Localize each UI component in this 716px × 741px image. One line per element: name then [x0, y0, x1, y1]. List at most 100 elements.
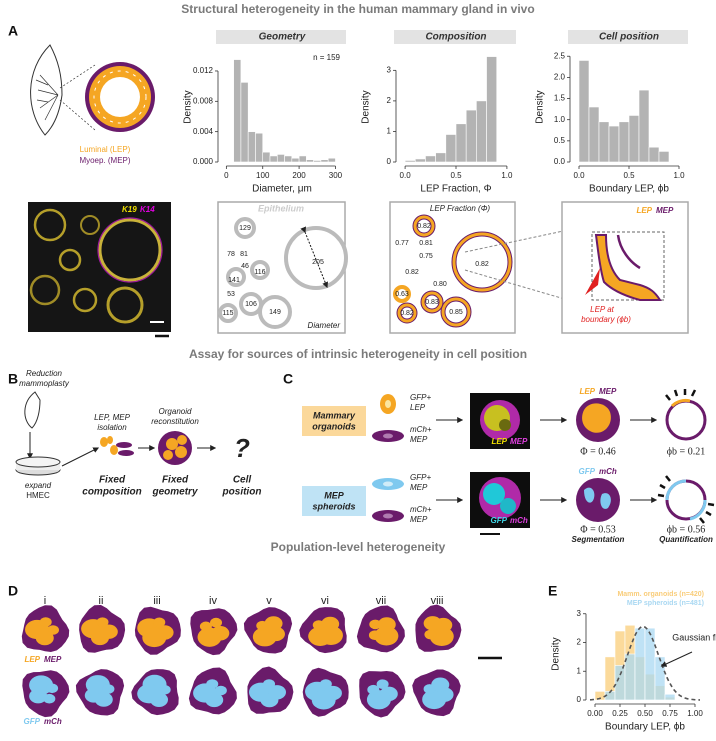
- cell-patch: [153, 617, 166, 628]
- column-label: iii: [153, 595, 160, 607]
- histogram-bar: [276, 154, 285, 163]
- x-tick-label: 0.00: [587, 709, 603, 718]
- histogram-bar: [578, 60, 590, 163]
- assay-rows-part: [385, 400, 391, 408]
- histogram-bar: [414, 158, 426, 163]
- position-image-part: [585, 268, 600, 295]
- diameter-label: 53: [227, 291, 235, 298]
- epithelium-image-part: [239, 292, 263, 316]
- assay-rows: [302, 389, 715, 535]
- image-title: LEP Fraction (Φ): [430, 204, 491, 213]
- diameter-label: 106: [245, 301, 257, 308]
- composition-image-part: [397, 303, 417, 323]
- fraction-label: 0.82: [417, 223, 431, 230]
- cell-patch: [197, 627, 222, 647]
- composition-image: [389, 201, 569, 334]
- composition-image-part: [421, 291, 443, 313]
- y-tick-label: 1: [577, 666, 582, 675]
- histogram-bar: [614, 665, 626, 701]
- reconstitution-text: reconstitution: [151, 417, 199, 426]
- channel-label: GFP: [579, 467, 596, 476]
- histogram-bar: [476, 100, 487, 163]
- histogram-bar: [658, 151, 670, 163]
- channel-label: LEP: [579, 387, 595, 396]
- outcome-text: position: [222, 487, 262, 498]
- cell-label: mCh+: [410, 505, 432, 514]
- cell-label: GFP+: [410, 393, 431, 402]
- epithelium-image-part: [250, 260, 270, 280]
- panel-label: E: [548, 583, 557, 599]
- cell-patch: [264, 616, 283, 631]
- micrograph-part: [106, 286, 144, 324]
- section-title: Structural heterogeneity in the human ma…: [181, 2, 534, 16]
- cell-patch: [158, 684, 171, 695]
- fraction-label: 0.82: [400, 310, 414, 317]
- y-tick-label: 0: [387, 157, 392, 166]
- x-tick-label: 100: [256, 171, 270, 180]
- position-image-part: [591, 231, 665, 301]
- assay-rows-part: [483, 483, 505, 505]
- cell-patch: [199, 621, 212, 632]
- fraction-label: 0.82: [475, 261, 489, 268]
- legend-myoep: Myoep. (MEP): [79, 156, 130, 165]
- composition-image-part: [452, 232, 512, 292]
- isolation-text: LEP, MEP: [94, 413, 131, 422]
- fraction-label: 0.81: [419, 240, 433, 247]
- channel-label: GFP: [491, 516, 508, 525]
- x-tick-label: 0.5: [623, 171, 635, 180]
- panel-label: C: [283, 371, 293, 387]
- assay-schematic-part: [166, 438, 178, 450]
- row-name: organoids: [312, 421, 356, 431]
- position-value: ϕb = 0.21: [667, 446, 705, 457]
- chart-header-box: [216, 30, 346, 44]
- histogram-bar: [445, 134, 457, 163]
- legend-entry: Mamm. organoids (n=420): [617, 591, 704, 598]
- channel-label: MEP: [599, 387, 617, 396]
- column-label: viii: [431, 595, 444, 607]
- assay-rows-part: [582, 403, 611, 433]
- micrograph-part: [33, 208, 67, 242]
- chart-note: n = 159: [313, 53, 340, 62]
- cell-patch: [422, 689, 447, 710]
- micrograph-part: [98, 218, 162, 282]
- x-axis-label: Diameter, μm: [252, 184, 312, 195]
- panel-label: A: [8, 23, 18, 39]
- column-label: i: [44, 595, 46, 607]
- cell-patch: [99, 624, 118, 639]
- cell-label: MEP: [410, 435, 428, 444]
- fraction-label: 0.77: [395, 240, 409, 247]
- histogram-bar: [608, 125, 620, 163]
- cell-patch: [206, 679, 219, 689]
- cell-patch: [94, 692, 113, 707]
- epithelium-image-part: [218, 303, 238, 323]
- y-tick-label: 2.0: [554, 72, 566, 81]
- gland-schematic-part: [35, 74, 59, 121]
- y-axis-label: Density: [183, 90, 194, 123]
- cell-label: MEP: [410, 483, 428, 492]
- assay-rows-part: [499, 419, 511, 431]
- y-axis-label: Density: [535, 90, 546, 123]
- channel-label: mCh: [599, 467, 617, 476]
- histogram-bar: [638, 89, 650, 163]
- gland-schematic: [30, 44, 155, 136]
- micrograph-part: [80, 215, 100, 235]
- source-text: Reduction: [26, 369, 63, 378]
- cell-label: mCh+: [410, 425, 432, 434]
- diameter-label: 141: [228, 277, 240, 284]
- cell-label: MEP: [410, 515, 428, 524]
- histogram-bar: [240, 82, 249, 163]
- y-tick-label: 1.5: [554, 94, 566, 103]
- micrograph-part: [58, 248, 82, 272]
- y-tick-label: 0.004: [193, 127, 214, 136]
- composition-image-part: [393, 285, 411, 303]
- cell-patch: [368, 630, 381, 641]
- column-label: ii: [99, 595, 104, 607]
- micrograph: [28, 202, 171, 332]
- epithelium-image-part: [258, 295, 292, 329]
- channel-label: LEP: [491, 437, 507, 446]
- fraction-label: 0.80: [433, 281, 447, 288]
- x-tick-label: 0: [224, 171, 229, 180]
- position-image-part: [561, 201, 689, 334]
- chart-header: Geometry: [259, 32, 306, 43]
